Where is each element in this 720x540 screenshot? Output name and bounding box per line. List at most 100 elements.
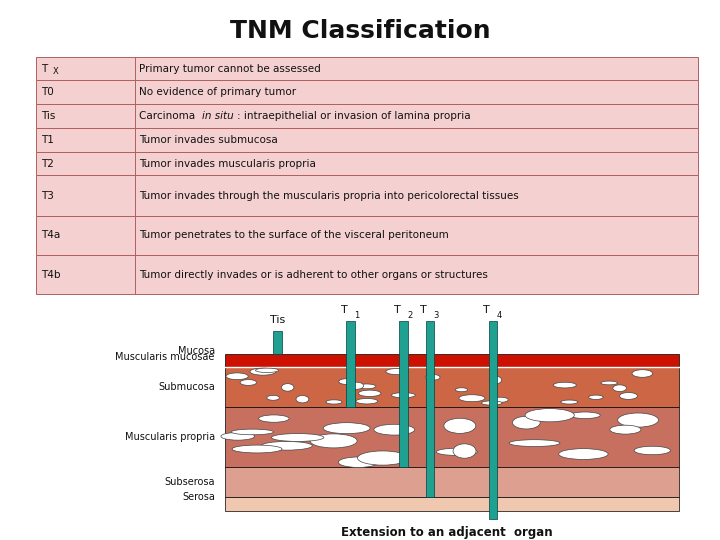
Text: Tumor penetrates to the surface of the visceral peritoneum: Tumor penetrates to the surface of the v… (139, 231, 449, 240)
Bar (225, 497, 678, 511)
Bar (400, 321, 408, 467)
Bar (36, 104, 698, 128)
Text: T4a: T4a (41, 231, 60, 240)
Bar (426, 321, 434, 497)
Ellipse shape (358, 384, 376, 389)
Bar (36, 128, 698, 152)
Ellipse shape (350, 382, 364, 389)
Text: T: T (483, 305, 490, 315)
Ellipse shape (226, 373, 248, 380)
Bar (36, 255, 698, 294)
Ellipse shape (232, 445, 282, 453)
Bar (225, 354, 678, 367)
Text: 1: 1 (354, 311, 359, 320)
Text: T: T (41, 64, 48, 73)
Bar (489, 321, 498, 519)
Text: Muscularis mucosae: Muscularis mucosae (115, 353, 215, 362)
Ellipse shape (374, 424, 415, 435)
Ellipse shape (338, 457, 378, 468)
Bar (346, 321, 355, 407)
Ellipse shape (589, 395, 603, 400)
Text: T4b: T4b (41, 269, 60, 280)
Ellipse shape (490, 376, 502, 384)
Ellipse shape (553, 382, 577, 388)
Text: 3: 3 (433, 311, 438, 320)
Ellipse shape (613, 385, 626, 392)
Ellipse shape (610, 425, 641, 434)
Bar (36, 176, 698, 216)
Ellipse shape (326, 400, 342, 404)
Text: Carcinoma: Carcinoma (139, 111, 198, 121)
Ellipse shape (444, 418, 476, 434)
Bar (36, 57, 698, 80)
Ellipse shape (570, 412, 600, 418)
Text: Tis: Tis (270, 315, 285, 325)
Text: Subserosa: Subserosa (164, 477, 215, 487)
Text: Submucosa: Submucosa (158, 382, 215, 392)
Ellipse shape (356, 399, 378, 404)
Ellipse shape (455, 388, 468, 392)
Ellipse shape (453, 444, 476, 458)
Text: T: T (341, 305, 347, 315)
Ellipse shape (261, 441, 312, 450)
Ellipse shape (357, 451, 408, 465)
Text: Muscularis propria: Muscularis propria (125, 432, 215, 442)
Text: T: T (420, 305, 427, 315)
Ellipse shape (392, 393, 415, 398)
Text: T0: T0 (41, 87, 54, 97)
Text: Serosa: Serosa (182, 491, 215, 502)
Text: T: T (394, 305, 400, 315)
Ellipse shape (618, 413, 659, 427)
Ellipse shape (282, 383, 294, 391)
Ellipse shape (459, 395, 485, 402)
Ellipse shape (559, 449, 608, 460)
Text: Primary tumor cannot be assessed: Primary tumor cannot be assessed (139, 64, 320, 73)
Ellipse shape (267, 395, 279, 400)
Ellipse shape (231, 429, 274, 435)
Text: T2: T2 (41, 159, 54, 168)
Ellipse shape (296, 395, 309, 403)
Bar (225, 407, 678, 467)
Text: Tumor directly invades or is adherent to other organs or structures: Tumor directly invades or is adherent to… (139, 269, 487, 280)
Bar (225, 367, 678, 407)
Bar (36, 152, 698, 176)
Ellipse shape (619, 393, 637, 400)
Bar (36, 216, 698, 255)
Ellipse shape (240, 380, 256, 386)
Ellipse shape (509, 440, 560, 447)
Ellipse shape (525, 409, 575, 422)
Bar (36, 80, 698, 104)
Ellipse shape (221, 433, 255, 440)
Ellipse shape (436, 448, 477, 455)
Text: T1: T1 (41, 135, 54, 145)
Ellipse shape (482, 401, 502, 405)
Bar (225, 467, 678, 497)
Ellipse shape (258, 415, 289, 422)
Ellipse shape (359, 390, 381, 396)
Text: 2: 2 (407, 311, 412, 320)
Text: in situ: in situ (202, 111, 233, 121)
Ellipse shape (256, 368, 279, 373)
Ellipse shape (310, 434, 357, 448)
Ellipse shape (426, 374, 440, 380)
Ellipse shape (492, 397, 508, 402)
Text: X: X (53, 67, 59, 76)
Text: No evidence of primary tumor: No evidence of primary tumor (139, 87, 296, 97)
Ellipse shape (600, 381, 618, 385)
Ellipse shape (632, 370, 652, 377)
Bar (274, 332, 282, 354)
Text: : intraepithelial or invasion of lamina propria: : intraepithelial or invasion of lamina … (237, 111, 470, 121)
Ellipse shape (386, 368, 408, 375)
Ellipse shape (323, 423, 370, 434)
Text: Tumor invades muscularis propria: Tumor invades muscularis propria (139, 159, 315, 168)
Ellipse shape (271, 434, 324, 441)
Text: Extension to an adjacent  organ: Extension to an adjacent organ (341, 526, 552, 539)
Text: T3: T3 (41, 191, 54, 201)
Text: Tumor invades through the muscularis propria into pericolorectal tissues: Tumor invades through the muscularis pro… (139, 191, 518, 201)
Ellipse shape (634, 446, 670, 455)
Ellipse shape (339, 379, 355, 384)
Ellipse shape (250, 368, 276, 375)
Text: Tis: Tis (41, 111, 55, 121)
Ellipse shape (561, 400, 578, 404)
Text: 4: 4 (496, 311, 502, 320)
